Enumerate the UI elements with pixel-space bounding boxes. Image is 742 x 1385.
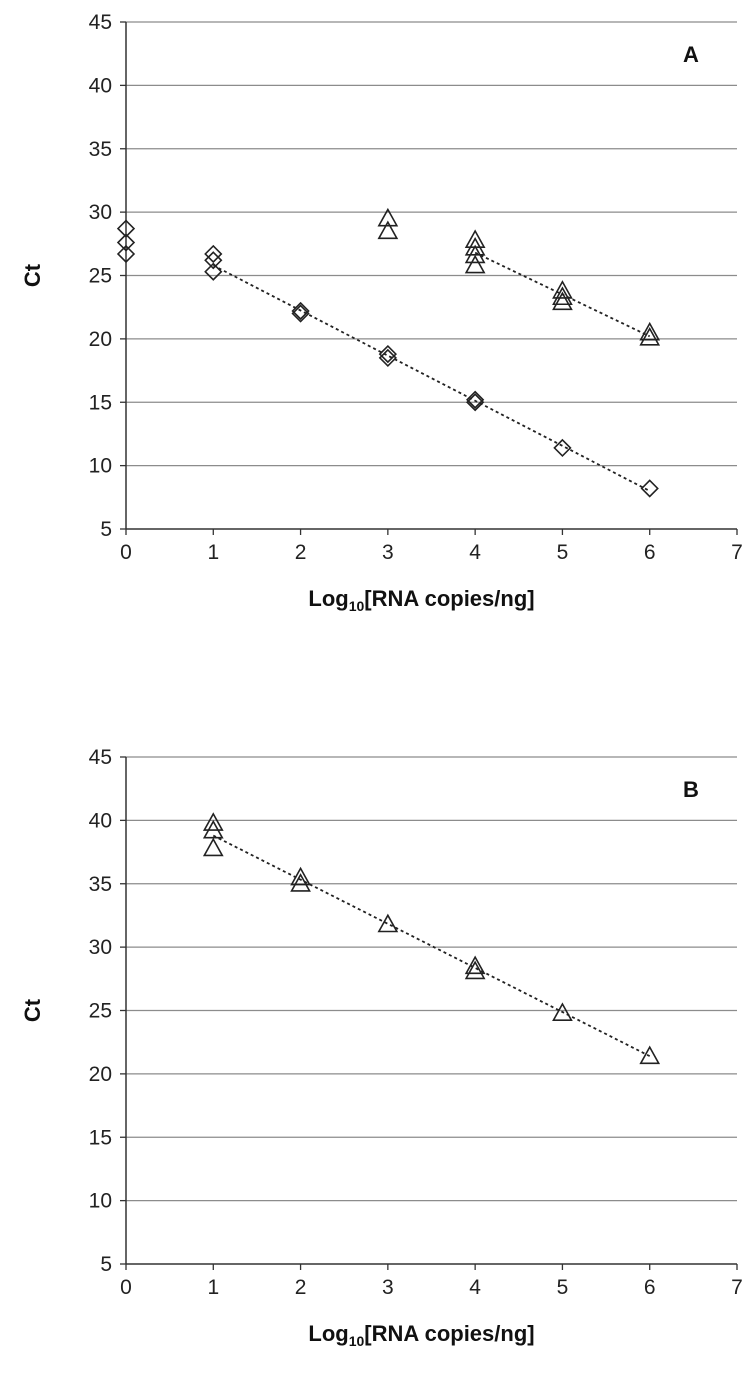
- triangle-marker: [639, 326, 661, 346]
- diamond-marker: [553, 438, 572, 458]
- trendline: [212, 834, 651, 1057]
- triangle-marker: [377, 913, 399, 933]
- x-axis-label-unit: [RNA copies/ng]: [364, 586, 534, 611]
- diamond-marker: [116, 219, 136, 238]
- y-tick-label: 35: [89, 873, 112, 896]
- diamond-marker: [466, 390, 485, 409]
- y-tick-label: 25: [89, 265, 112, 288]
- x-tick-label: 3: [382, 541, 394, 564]
- y-tick-label: 30: [89, 201, 112, 224]
- triangle-marker: [377, 220, 399, 240]
- diamond-marker: [378, 344, 397, 364]
- diamond-marker: [116, 233, 136, 252]
- x-axis-label: Log10[RNA copies/ng]: [308, 586, 534, 614]
- diamond-marker: [204, 262, 223, 281]
- panel-label: A: [683, 42, 699, 67]
- x-axis-label-log: Log: [308, 1321, 348, 1346]
- x-axis-label-log: Log: [308, 586, 348, 611]
- x-tick-label: 5: [557, 541, 569, 564]
- diamond-marker: [116, 244, 136, 264]
- y-tick-label: 40: [89, 809, 112, 832]
- x-tick-label: 2: [295, 1276, 307, 1299]
- y-tick-label: 10: [89, 1190, 112, 1213]
- x-axis-label-unit: [RNA copies/ng]: [364, 1321, 534, 1346]
- triangle-marker: [552, 286, 573, 306]
- y-tick-label: 45: [89, 11, 112, 34]
- diamond-marker: [291, 304, 310, 323]
- diamond-marker: [378, 348, 397, 368]
- diamond-marker: [204, 251, 223, 270]
- y-tick-label: 5: [100, 518, 112, 541]
- y-tick-label: 30: [89, 936, 112, 959]
- x-tick-label: 1: [207, 1276, 219, 1299]
- triangle-marker: [290, 873, 311, 892]
- x-axis-label: Log10[RNA copies/ng]: [308, 1321, 534, 1349]
- y-tick-label: 15: [89, 1126, 112, 1149]
- triangle-marker: [202, 837, 224, 857]
- y-axis-label: Ct: [20, 998, 45, 1022]
- y-tick-label: 25: [89, 1000, 112, 1023]
- diamond-marker: [204, 244, 223, 264]
- triangle-marker: [639, 321, 661, 341]
- x-tick-label: 4: [469, 1276, 481, 1299]
- y-tick-label: 5: [100, 1253, 112, 1276]
- triangle-marker: [290, 866, 311, 886]
- x-tick-label: 2: [295, 541, 307, 564]
- x-tick-label: 5: [557, 1276, 569, 1299]
- x-tick-label: 0: [120, 541, 132, 564]
- diamond-marker: [640, 479, 659, 498]
- triangle-marker: [552, 280, 573, 299]
- triangle-marker: [639, 1045, 661, 1065]
- y-tick-label: 10: [89, 455, 112, 478]
- y-tick-label: 20: [89, 1063, 112, 1086]
- trendline: [212, 264, 651, 492]
- x-tick-label: 0: [120, 1276, 132, 1299]
- x-tick-label: 6: [644, 1276, 656, 1299]
- triangle-marker: [464, 254, 486, 274]
- triangle-marker: [377, 207, 399, 227]
- x-tick-label: 7: [731, 1276, 742, 1299]
- x-axis-label-subscript: 10: [349, 1333, 365, 1349]
- diamond-marker: [291, 301, 310, 321]
- triangle-marker: [464, 960, 486, 980]
- x-tick-label: 3: [382, 1276, 394, 1299]
- panel-label: B: [683, 777, 699, 802]
- y-tick-label: 40: [89, 74, 112, 97]
- y-tick-label: 20: [89, 328, 112, 351]
- y-tick-label: 45: [89, 746, 112, 769]
- diamond-marker: [466, 393, 485, 412]
- triangle-marker: [552, 1002, 573, 1022]
- x-tick-label: 7: [731, 541, 742, 564]
- y-axis-label: Ct: [20, 263, 45, 287]
- triangle-marker: [202, 812, 224, 831]
- y-tick-label: 35: [89, 138, 112, 161]
- triangle-marker: [464, 244, 486, 264]
- x-tick-label: 1: [207, 541, 219, 564]
- x-tick-label: 4: [469, 541, 481, 564]
- triangle-marker: [464, 955, 486, 975]
- x-tick-label: 6: [644, 541, 656, 564]
- x-axis-label-subscript: 10: [349, 598, 365, 614]
- y-tick-label: 15: [89, 391, 112, 414]
- triangle-marker: [552, 291, 573, 311]
